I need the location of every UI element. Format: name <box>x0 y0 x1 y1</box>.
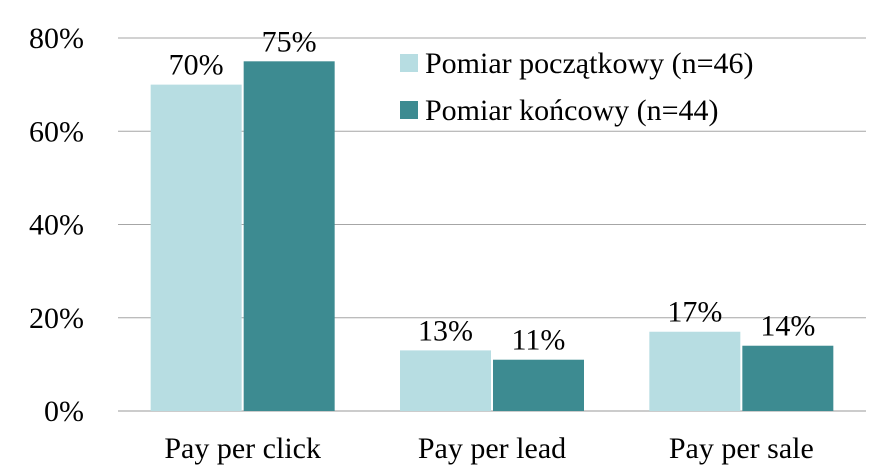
value-label: 14% <box>760 310 815 343</box>
bar <box>150 84 242 411</box>
value-label: 75% <box>262 25 317 58</box>
x-tick-label: Pay per click <box>164 432 321 465</box>
bar <box>742 345 834 411</box>
y-tick-label: 20% <box>29 302 84 335</box>
value-label: 17% <box>667 296 722 329</box>
y-tick-label: 80% <box>29 22 84 55</box>
legend-label: Pomiar początkowy (n=46) <box>425 47 754 80</box>
legend-label: Pomiar końcowy (n=44) <box>425 94 719 127</box>
x-tick-label: Pay per lead <box>418 432 566 465</box>
y-tick-label: 60% <box>29 115 84 148</box>
y-tick-label: 0% <box>44 395 84 428</box>
legend-swatch <box>400 54 418 72</box>
bar <box>493 359 584 411</box>
value-label: 13% <box>418 314 473 347</box>
value-label: 70% <box>169 49 224 82</box>
bar <box>649 331 741 411</box>
y-tick-label: 40% <box>29 209 84 242</box>
x-tick-label: Pay per sale <box>669 432 814 465</box>
value-label: 11% <box>512 324 566 357</box>
bar <box>400 350 491 411</box>
bar <box>243 61 335 411</box>
legend-swatch <box>400 101 418 119</box>
